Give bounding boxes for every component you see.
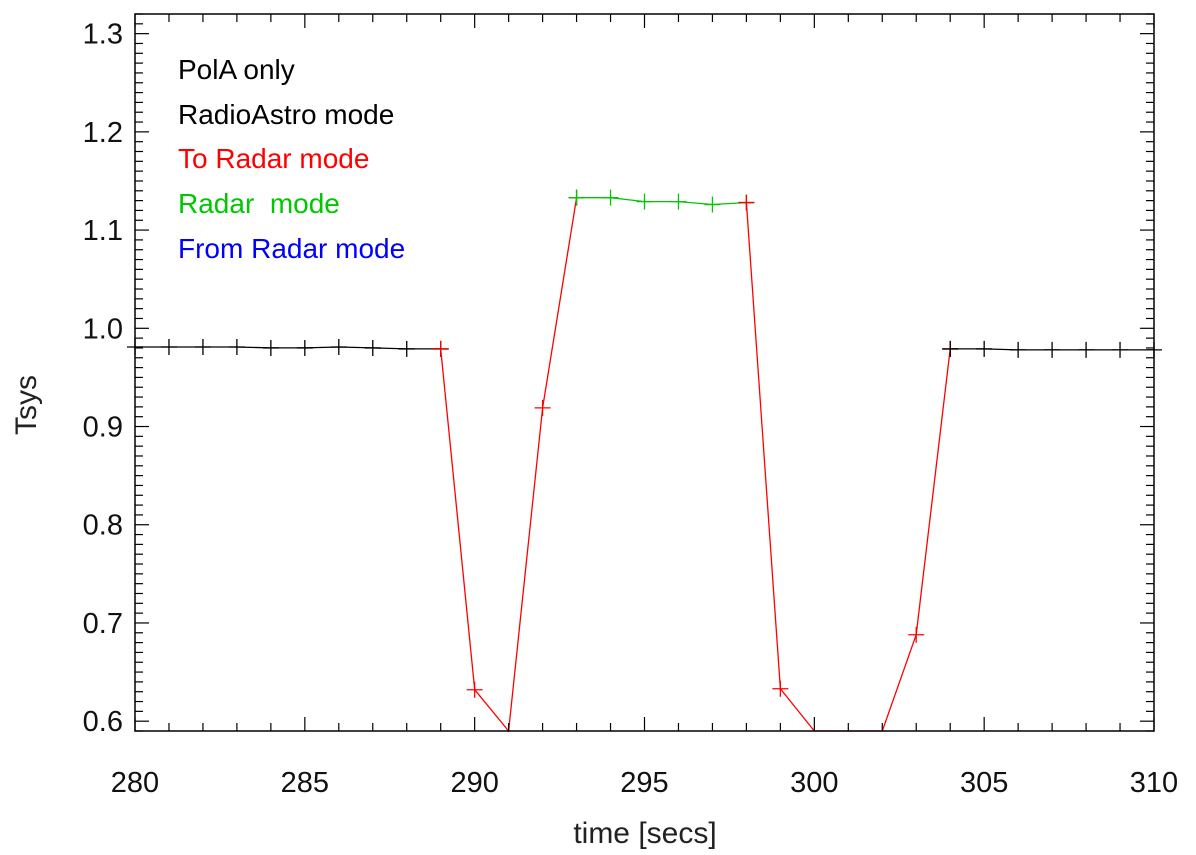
data-point-marker <box>398 340 415 357</box>
y-tick-label: 0.8 <box>83 510 123 542</box>
data-point-marker <box>466 681 483 698</box>
y-tick-label: 1.0 <box>83 313 123 345</box>
data-point-marker <box>262 339 279 356</box>
data-point-marker <box>908 626 925 643</box>
series-line-2 <box>576 197 747 206</box>
data-point-marker <box>160 338 177 355</box>
data-point-marker <box>432 340 449 357</box>
series-line-1 <box>440 197 578 733</box>
data-point-marker <box>772 680 789 697</box>
data-point-marker <box>636 193 653 210</box>
data-point-marker <box>330 338 347 355</box>
x-tick-label: 295 <box>620 767 668 799</box>
data-point-marker <box>296 339 313 356</box>
y-tick-label: 0.6 <box>83 706 123 738</box>
y-axis-title: Tsys <box>10 375 43 435</box>
data-point-marker <box>976 340 993 357</box>
y-tick-label: 1.2 <box>83 117 123 149</box>
data-point-marker <box>704 196 721 213</box>
data-point-marker <box>364 339 381 356</box>
annotation-to-radar-mode: To Radar mode <box>178 143 369 174</box>
annotation-radar-mode: Radar mode <box>178 188 340 219</box>
y-tick-label: 0.7 <box>83 608 123 640</box>
annotation-from-radar-mode: From Radar mode <box>178 233 405 264</box>
annotation-legend: PolA only RadioAstro mode To Radar mode … <box>178 54 405 264</box>
data-point-marker <box>1078 341 1095 358</box>
y-tick-label: 1.3 <box>83 19 123 51</box>
tick-labels: 280 285 290 295 300 305 310 0.6 0.7 0.8 0.9 1.0 1.1 1… <box>83 19 1179 799</box>
x-tick-label: 310 <box>1130 767 1178 799</box>
x-tick-label: 290 <box>450 767 498 799</box>
data-point-marker <box>1044 341 1061 358</box>
x-tick-label: 305 <box>960 767 1008 799</box>
data-point-marker <box>228 338 245 355</box>
y-tick-label: 1.1 <box>83 215 123 247</box>
x-tick-label: 300 <box>790 767 838 799</box>
data-point-marker <box>1112 341 1129 358</box>
data-point-marker <box>942 340 959 357</box>
data-point-marker <box>194 338 211 355</box>
data-point-marker <box>568 189 585 206</box>
series-layer <box>127 189 1162 733</box>
data-point-marker <box>1010 341 1027 358</box>
series-line-0 <box>135 346 441 350</box>
data-point-marker <box>670 193 687 210</box>
data-point-marker <box>534 399 551 416</box>
annotation-pola-only: PolA only <box>178 54 295 85</box>
x-tick-label: 280 <box>111 767 159 799</box>
series-line-3 <box>745 202 951 732</box>
y-tick-label: 0.9 <box>83 412 123 444</box>
x-axis-title: time [secs] <box>573 817 716 850</box>
x-tick-label: 285 <box>281 767 329 799</box>
annotation-radioastro-mode: RadioAstro mode <box>178 99 394 130</box>
data-point-marker <box>602 189 619 206</box>
data-point-marker <box>738 194 755 211</box>
plot-frame <box>134 13 1155 732</box>
